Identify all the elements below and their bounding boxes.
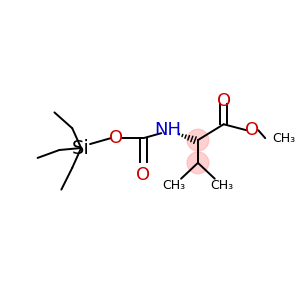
Text: CH₃: CH₃	[163, 179, 186, 192]
Circle shape	[187, 129, 209, 151]
Text: CH₃: CH₃	[210, 179, 233, 192]
Text: NH: NH	[155, 121, 182, 139]
Circle shape	[187, 152, 209, 174]
Text: Si: Si	[72, 139, 90, 158]
Text: O: O	[217, 92, 231, 110]
Text: CH₃: CH₃	[272, 132, 295, 145]
Text: O: O	[109, 129, 123, 147]
Text: O: O	[245, 121, 260, 139]
Text: O: O	[136, 166, 151, 184]
